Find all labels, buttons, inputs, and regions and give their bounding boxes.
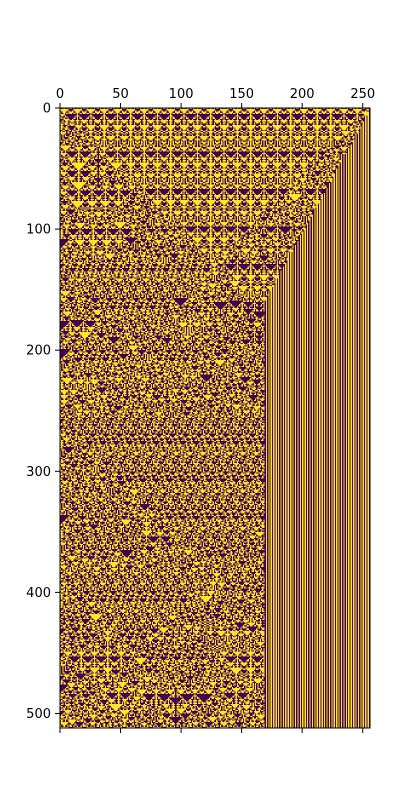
y-tick-label: 0 <box>43 102 51 117</box>
x-tick-label: 100 <box>169 87 194 102</box>
y-tick-label: 100 <box>26 223 51 238</box>
x-tick-label: 150 <box>229 87 254 102</box>
heatmap-cells <box>60 108 370 728</box>
x-tick-label: 50 <box>112 87 129 102</box>
x-tick-label: 200 <box>290 87 315 102</box>
x-tick-label: 250 <box>350 87 375 102</box>
axes-frame <box>59 107 371 729</box>
y-tick-label: 200 <box>26 344 51 359</box>
y-tick-label: 500 <box>26 707 51 722</box>
y-tick-label: 300 <box>26 465 51 480</box>
plot-area <box>60 108 370 728</box>
axes: 0 50 100 150 200 250 0 100 200 300 400 500 <box>26 87 375 733</box>
x-tick-label: 0 <box>56 87 64 102</box>
y-tick-label: 400 <box>26 586 51 601</box>
